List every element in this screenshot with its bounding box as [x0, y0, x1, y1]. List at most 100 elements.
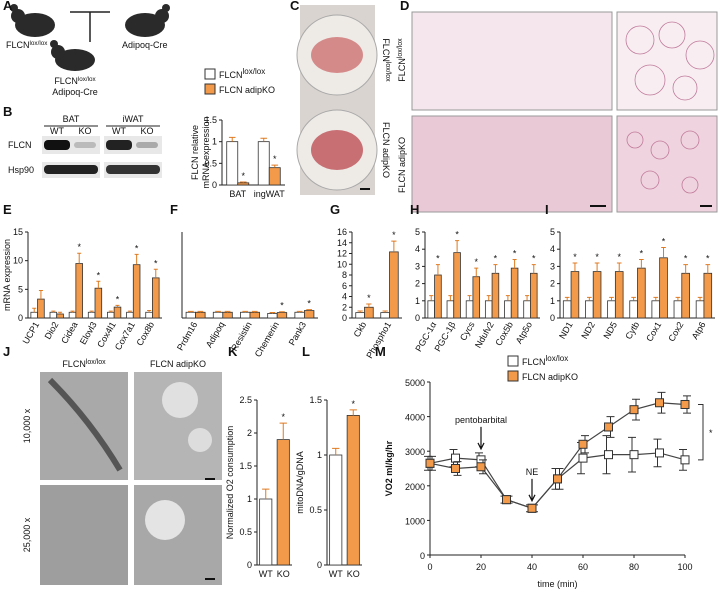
bar [695, 300, 705, 319]
y-tick-label: 3000 [405, 447, 425, 457]
bar [637, 267, 646, 319]
x-tick-label: 20 [476, 562, 486, 572]
bar [380, 312, 390, 319]
error-bar [215, 310, 221, 313]
error-bar [224, 310, 231, 313]
row-label: 10,000 x [22, 408, 32, 443]
y-tick-label: 16 [337, 227, 347, 237]
y-tick-label: 1000 [405, 516, 425, 526]
bar [132, 264, 141, 319]
bar [703, 272, 713, 319]
panel-label: C [290, 0, 300, 13]
label-sup: lox/lox [78, 76, 97, 83]
bar [222, 311, 233, 319]
legend-text: FLCN adipKO [219, 85, 275, 95]
y-tick-label: 5 [415, 227, 420, 237]
bar [195, 311, 206, 319]
data-point [629, 405, 639, 415]
data-point [680, 455, 690, 465]
x-tick-label: 40 [527, 562, 537, 572]
x-tick-label: Adipoq [204, 320, 227, 349]
row-label: FLCN adipKO [381, 122, 391, 178]
bar [465, 300, 474, 319]
error-bar [38, 289, 43, 300]
error-bar [271, 164, 279, 168]
bar [267, 313, 278, 319]
error-bar [382, 310, 388, 313]
bar [145, 311, 153, 319]
label-sup: lox/lox [30, 40, 49, 47]
significance-marker: * [351, 399, 355, 409]
label-text: FLCN [54, 76, 78, 86]
error-bar [505, 295, 510, 301]
label-text: FLCN [397, 58, 407, 82]
legend-label: FLCN adipKO [219, 85, 275, 95]
event-arrow [528, 478, 536, 503]
panel-label: D [400, 0, 409, 13]
label-text: FLCN [381, 38, 391, 62]
bar [259, 498, 273, 566]
legend-text: FLCN [522, 357, 546, 367]
x-tick-label: Chemerin [253, 320, 281, 359]
bar [364, 306, 374, 319]
bar [673, 300, 683, 319]
error-bar [525, 295, 530, 301]
bar [56, 313, 64, 319]
column-label: FLCNlox/lox [62, 359, 106, 370]
error-bar [306, 309, 313, 311]
bar [126, 311, 134, 319]
significance-marker: * [706, 254, 710, 264]
y-tick-label: 0.5 [309, 505, 322, 515]
x-tick-label: Atp6 [690, 320, 708, 341]
error-bar [127, 310, 132, 313]
y-tick-label: 2 [415, 279, 420, 289]
y-tick-label: 0 [415, 313, 420, 323]
error-bar [705, 264, 711, 274]
y-tick-label: 0 [420, 551, 425, 561]
bar [592, 271, 602, 319]
error-bar [239, 181, 247, 183]
error-bar [279, 422, 287, 440]
panel-label: H [410, 202, 419, 217]
bar [226, 141, 239, 186]
x-tick-label: UCP1 [21, 320, 42, 346]
data-point [425, 458, 435, 468]
significance-marker: * [280, 301, 284, 311]
panel-label: F [170, 202, 178, 217]
legend-sup: lox/lox [546, 354, 569, 363]
error-bar [572, 262, 578, 272]
y-tick-label: 1.5 [239, 461, 252, 471]
error-bar [89, 310, 94, 313]
mouse-icons [10, 4, 170, 71]
row-label: FLCNlox/lox [381, 38, 392, 82]
bar [523, 300, 531, 319]
genotype-label: Adipoq-Cre [52, 87, 98, 97]
error-bar [493, 264, 498, 274]
significance-marker: * [242, 171, 246, 181]
error-bar [653, 296, 659, 301]
legend-text: FLCN adipKO [522, 372, 578, 382]
bar [585, 300, 594, 319]
x-tick-label: WT [329, 569, 343, 579]
data-point [502, 495, 511, 505]
y-tick-label: 0 [317, 560, 322, 570]
significance-marker: * [662, 236, 666, 246]
significance-marker: * [455, 230, 459, 240]
error-bar [262, 488, 270, 499]
significance-marker: * [307, 299, 311, 309]
bar [257, 141, 270, 186]
x-tick-label: Prdm16 [175, 320, 199, 352]
bar [651, 300, 661, 319]
bar [484, 300, 493, 319]
significance-marker: * [436, 254, 440, 264]
x-tick-label: KO [277, 569, 290, 579]
bar [614, 271, 624, 319]
lane-label: KO [140, 126, 153, 136]
error-bar [296, 310, 303, 313]
y-tick-label: 3 [550, 261, 555, 271]
error-bar [134, 253, 139, 265]
y-tick-label: 12 [337, 249, 347, 259]
y-tick-label: 4000 [405, 413, 425, 423]
y-tick-label: 2 [550, 279, 555, 289]
